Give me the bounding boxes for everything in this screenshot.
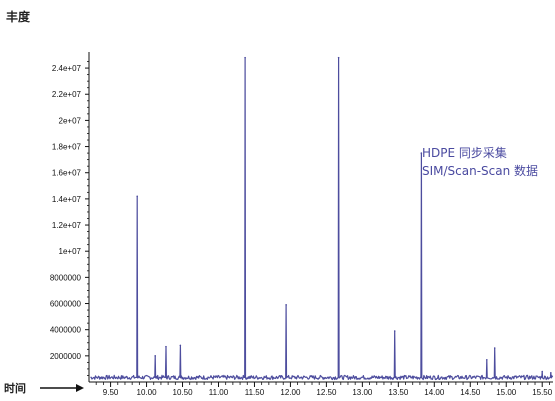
y-tick-label: 1.8e+07	[52, 143, 82, 152]
x-axis-arrow	[40, 384, 84, 392]
y-tick-label: 1.4e+07	[52, 195, 82, 204]
peak-point	[165, 345, 167, 348]
axes	[88, 52, 553, 383]
x-tick-label: 10.00	[137, 388, 158, 397]
x-tick-label: 14.00	[424, 388, 445, 397]
peak-point	[136, 195, 138, 198]
y-tick-label: 1.2e+07	[52, 221, 82, 230]
x-axis-label: 时间	[4, 381, 26, 395]
y-tick-label: 6000000	[50, 300, 82, 309]
peak-point	[337, 56, 340, 59]
y-tick-label: 2.4e+07	[52, 64, 82, 73]
peak-point	[493, 347, 496, 349]
x-tick-label: 11.50	[245, 388, 265, 397]
x-axis-arrow-head	[76, 384, 84, 392]
plot-area	[90, 56, 554, 381]
annotation: HDPE 同步采集 SIM/Scan-Scan 数据	[422, 145, 538, 178]
tick-marks: 2000000 4000000 6000000 8000000 1e+07 1.2e+07…	[50, 61, 553, 397]
x-tick-label: 14.50	[460, 388, 481, 397]
annotation-line: SIM/Scan-Scan 数据	[422, 163, 538, 178]
y-tick-label: 2.2e+07	[52, 90, 82, 99]
y-axis-label: 丰度	[6, 9, 31, 24]
x-tick-label: 12.00	[280, 388, 301, 397]
peak-point	[285, 304, 287, 306]
x-tick-label: 13.00	[352, 388, 373, 397]
y-tick-label: 1e+07	[59, 247, 82, 256]
peak-point	[244, 56, 246, 59]
x-tick-label: 12.50	[316, 388, 337, 397]
x-tick-label: 15.50	[532, 388, 553, 397]
peak-point	[179, 344, 182, 347]
x-tick-label: 9.50	[103, 388, 119, 397]
y-tick-label: 1.6e+07	[52, 169, 82, 178]
y-tick-label: 8000000	[50, 273, 82, 282]
x-tick-label: 13.50	[388, 388, 409, 397]
y-tick-label: 2000000	[50, 352, 82, 361]
y-tick-label: 4000000	[50, 326, 82, 335]
peak-point	[550, 372, 552, 374]
peak-point	[420, 152, 423, 154]
peak-point	[486, 358, 488, 361]
peak-point	[154, 355, 156, 357]
x-tick-label: 10.50	[173, 388, 194, 397]
annotation-line: HDPE 同步采集	[422, 145, 507, 160]
peak-point	[393, 330, 396, 332]
peak-point	[541, 370, 544, 373]
chromatogram-trace	[90, 57, 554, 381]
x-tick-label: 15.00	[496, 388, 517, 397]
y-tick-label: 2e+07	[59, 116, 82, 125]
x-tick-label: 11.00	[209, 388, 229, 397]
